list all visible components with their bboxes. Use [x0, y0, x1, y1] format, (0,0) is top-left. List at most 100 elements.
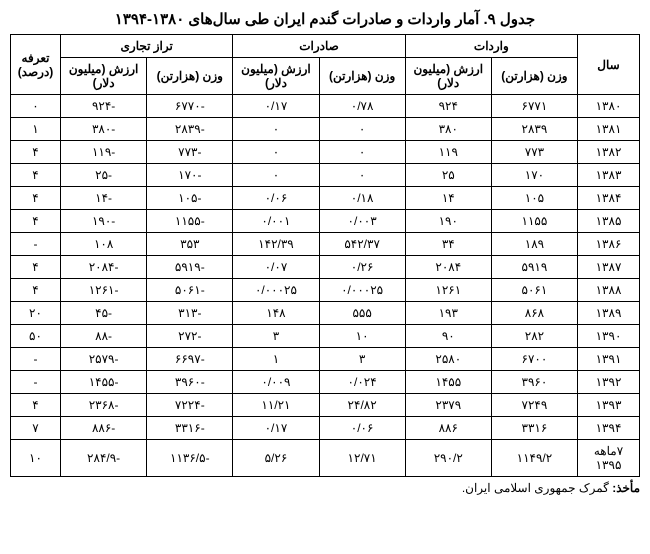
cell-bal-weight: -۵۰۶۱ [147, 279, 233, 302]
table-title: جدول ۹. آمار واردات و صادرات گندم ایران … [10, 10, 640, 28]
cell-bal-weight: -۱۱۵۵ [147, 210, 233, 233]
cell-tariff: ۴ [11, 256, 61, 279]
cell-exp-weight: ۰ [319, 141, 405, 164]
cell-imp-weight: ۶۷۷۱ [491, 95, 577, 118]
cell-exp-value: ۱۴۲/۳۹ [233, 233, 319, 256]
table-row: ۱۳۸۶۱۸۹۳۴۵۴۲/۳۷۱۴۲/۳۹۳۵۳۱۰۸- [11, 233, 640, 256]
cell-exp-value: ۰/۰۰۱ [233, 210, 319, 233]
cell-imp-value: ۲۰۸۴ [405, 256, 491, 279]
cell-imp-value: ۲۵۸۰ [405, 348, 491, 371]
cell-exp-value: ۰/۱۷ [233, 95, 319, 118]
cell-exp-weight: ۵۵۵ [319, 302, 405, 325]
cell-exp-value: ۰/۰۰۹ [233, 371, 319, 394]
cell-tariff: ۷ [11, 417, 61, 440]
table-row: ۱۳۹۱۶۷۰۰۲۵۸۰۳۱-۶۶۹۷-۲۵۷۹- [11, 348, 640, 371]
cell-bal-value: -۴۵ [61, 302, 147, 325]
cell-tariff: ۴ [11, 164, 61, 187]
cell-exp-value: ۰/۰۷ [233, 256, 319, 279]
cell-imp-value: ۱۹۰ [405, 210, 491, 233]
header-exports: صادرات [233, 35, 405, 58]
cell-exp-weight: ۰/۲۶ [319, 256, 405, 279]
cell-exp-weight: ۰/۷۸ [319, 95, 405, 118]
cell-year: ۱۳۹۲ [578, 371, 640, 394]
table-row: ۱۳۹۲۳۹۶۰۱۴۵۵۰/۰۲۴۰/۰۰۹-۳۹۶۰-۱۴۵۵- [11, 371, 640, 394]
table-row: ۱۳۸۳۱۷۰۲۵۰۰-۱۷۰-۲۵۴ [11, 164, 640, 187]
cell-exp-weight: ۱۰ [319, 325, 405, 348]
cell-exp-weight: ۵۴۲/۳۷ [319, 233, 405, 256]
header-exp-value: ارزش (میلیون دلار) [233, 58, 319, 95]
cell-year: ۱۳۹۱ [578, 348, 640, 371]
cell-tariff: ۴ [11, 279, 61, 302]
cell-imp-value: ۱۲۶۱ [405, 279, 491, 302]
header-tariff: تعرفه (درصد) [11, 35, 61, 95]
cell-year: ۱۳۸۰ [578, 95, 640, 118]
cell-imp-weight: ۱۱۴۹/۲ [491, 440, 577, 477]
header-imports: واردات [405, 35, 577, 58]
source-text: گمرک جمهوری اسلامی ایران. [462, 481, 612, 495]
cell-exp-weight: ۰/۰۰۳ [319, 210, 405, 233]
cell-exp-value: ۱۱/۲۱ [233, 394, 319, 417]
cell-exp-value: ۰ [233, 164, 319, 187]
cell-exp-value: ۱ [233, 348, 319, 371]
cell-exp-value: ۰/۱۷ [233, 417, 319, 440]
cell-imp-value: ۹۰ [405, 325, 491, 348]
cell-year: ۷ماهه ۱۳۹۵ [578, 440, 640, 477]
cell-imp-value: ۱۴ [405, 187, 491, 210]
table-row: ۱۳۹۰۲۸۲۹۰۱۰۳-۲۷۲-۸۸۵۰ [11, 325, 640, 348]
cell-imp-weight: ۸۶۸ [491, 302, 577, 325]
cell-imp-weight: ۳۳۱۶ [491, 417, 577, 440]
cell-imp-weight: ۵۰۶۱ [491, 279, 577, 302]
cell-exp-weight: ۲۴/۸۲ [319, 394, 405, 417]
cell-year: ۱۳۹۳ [578, 394, 640, 417]
table-row: ۷ماهه ۱۳۹۵۱۱۴۹/۲۲۹۰/۲۱۲/۷۱۵/۲۶-۱۱۳۶/۵-۲۸… [11, 440, 640, 477]
cell-bal-weight: -۱۰۵ [147, 187, 233, 210]
cell-tariff: - [11, 371, 61, 394]
cell-bal-value: -۱۹۰ [61, 210, 147, 233]
cell-exp-weight: ۰/۰۶ [319, 417, 405, 440]
cell-bal-weight: -۲۸۳۹ [147, 118, 233, 141]
cell-imp-weight: ۲۸۲ [491, 325, 577, 348]
cell-exp-value: ۰/۰۰۰۲۵ [233, 279, 319, 302]
cell-bal-value: -۲۵ [61, 164, 147, 187]
table-row: ۱۳۸۵۱۱۵۵۱۹۰۰/۰۰۳۰/۰۰۱-۱۱۵۵-۱۹۰۴ [11, 210, 640, 233]
table-row: ۱۳۸۴۱۰۵۱۴۰/۱۸۰/۰۶-۱۰۵-۱۴۴ [11, 187, 640, 210]
cell-imp-value: ۲۵ [405, 164, 491, 187]
cell-imp-value: ۳۸۰ [405, 118, 491, 141]
cell-exp-value: ۳ [233, 325, 319, 348]
cell-bal-value: -۱۱۹ [61, 141, 147, 164]
header-year: سال [578, 35, 640, 95]
cell-bal-weight: -۱۷۰ [147, 164, 233, 187]
source-footer: مأخذ: گمرک جمهوری اسلامی ایران. [10, 481, 640, 495]
cell-bal-value: -۱۲۶۱ [61, 279, 147, 302]
header-bal-value: ارزش (میلیون دلار) [61, 58, 147, 95]
cell-bal-value: -۲۳۶۸ [61, 394, 147, 417]
cell-imp-weight: ۶۷۰۰ [491, 348, 577, 371]
cell-imp-weight: ۱۷۰ [491, 164, 577, 187]
cell-imp-value: ۱۹۳ [405, 302, 491, 325]
cell-bal-weight: -۵۹۱۹ [147, 256, 233, 279]
table-row: ۱۳۸۲۷۷۳۱۱۹۰۰-۷۷۳-۱۱۹۴ [11, 141, 640, 164]
cell-bal-weight: -۶۷۷۰ [147, 95, 233, 118]
cell-exp-value: ۰ [233, 141, 319, 164]
cell-bal-value: -۸۸۶ [61, 417, 147, 440]
cell-year: ۱۳۹۰ [578, 325, 640, 348]
cell-bal-value: -۱۴ [61, 187, 147, 210]
cell-exp-weight: ۰/۰۲۴ [319, 371, 405, 394]
header-balance: تراز تجاری [61, 35, 233, 58]
cell-exp-value: ۰ [233, 118, 319, 141]
cell-exp-weight: ۰ [319, 164, 405, 187]
cell-exp-value: ۵/۲۶ [233, 440, 319, 477]
header-imp-weight: وزن (هزارتن) [491, 58, 577, 95]
cell-bal-value: ۱۰۸ [61, 233, 147, 256]
table-row: ۱۳۸۸۵۰۶۱۱۲۶۱۰/۰۰۰۲۵۰/۰۰۰۲۵-۵۰۶۱-۱۲۶۱۴ [11, 279, 640, 302]
cell-bal-weight: -۳۱۳ [147, 302, 233, 325]
cell-bal-value: -۱۴۵۵ [61, 371, 147, 394]
cell-bal-weight: -۷۲۲۴ [147, 394, 233, 417]
table-row: ۱۳۸۱۲۸۳۹۳۸۰۰۰-۲۸۳۹-۳۸۰۱ [11, 118, 640, 141]
cell-imp-weight: ۱۱۵۵ [491, 210, 577, 233]
cell-year: ۱۳۹۴ [578, 417, 640, 440]
table-row: ۱۳۸۰۶۷۷۱۹۲۴۰/۷۸۰/۱۷-۶۷۷۰-۹۲۴۰ [11, 95, 640, 118]
cell-year: ۱۳۸۵ [578, 210, 640, 233]
cell-imp-value: ۱۴۵۵ [405, 371, 491, 394]
cell-bal-value: -۲۰۸۴ [61, 256, 147, 279]
